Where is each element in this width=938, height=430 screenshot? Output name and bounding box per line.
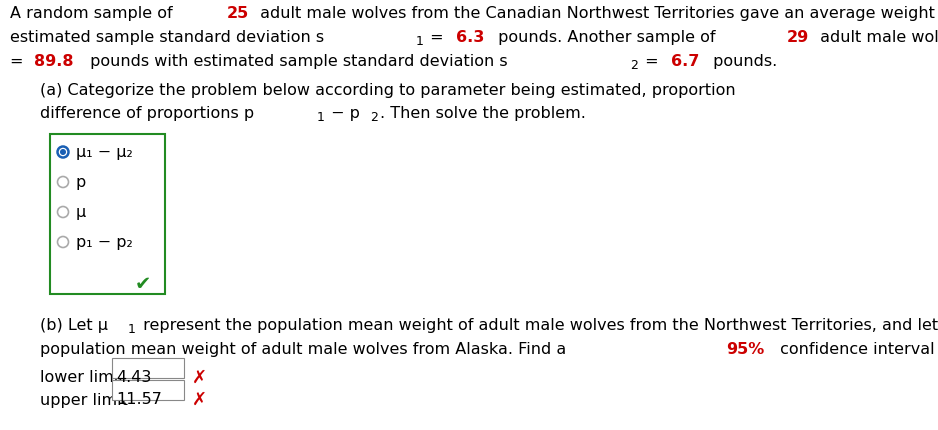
Text: pounds with estimated sample standard deviation s: pounds with estimated sample standard de… [85,54,507,69]
Text: difference of proportions p: difference of proportions p [40,106,254,121]
Text: . Then solve the problem.: . Then solve the problem. [380,106,586,121]
Text: 25: 25 [226,6,249,21]
Text: lower limit: lower limit [40,370,125,384]
Text: p₁ − p₂: p₁ − p₂ [76,235,133,250]
Text: 1: 1 [128,322,136,335]
Text: =: = [426,30,449,45]
Text: =: = [10,54,29,69]
Text: μ₁ − μ₂: μ₁ − μ₂ [76,145,133,160]
FancyBboxPatch shape [50,135,165,294]
Text: 1: 1 [316,111,325,123]
Text: 4.43: 4.43 [116,370,151,384]
Circle shape [57,207,68,218]
Text: adult male wolves from the Canadian Northwest Territories gave an average weight: adult male wolves from the Canadian Nort… [255,6,938,21]
Text: μ: μ [76,205,86,220]
Text: A random sample of: A random sample of [10,6,177,21]
Text: pounds.: pounds. [708,54,777,69]
Text: 6.3: 6.3 [456,30,485,45]
Text: 6.7: 6.7 [671,54,700,69]
Text: p: p [76,175,86,190]
Circle shape [57,147,68,158]
Text: ✗: ✗ [192,368,207,386]
Text: 11.57: 11.57 [116,392,162,406]
Text: upper limit: upper limit [40,392,128,406]
Text: (b) Let μ: (b) Let μ [40,317,108,332]
Text: ✗: ✗ [192,390,207,408]
Text: − p: − p [326,106,360,121]
Text: pounds. Another sample of: pounds. Another sample of [492,30,720,45]
Text: 89.8: 89.8 [34,54,73,69]
Text: 2: 2 [630,59,638,72]
Circle shape [60,150,66,156]
Text: represent the population mean weight of adult male wolves from the Northwest Ter: represent the population mean weight of … [138,317,938,332]
Text: confidence interval for μ: confidence interval for μ [775,341,938,356]
Circle shape [57,237,68,248]
Text: (a) Categorize the problem below according to parameter being estimated, proport: (a) Categorize the problem below accordi… [40,83,741,98]
Text: ✔: ✔ [135,275,151,294]
Text: population mean weight of adult male wolves from Alaska. Find a: population mean weight of adult male wol… [40,341,571,356]
Text: 29: 29 [786,30,809,45]
Text: x: x [815,30,825,45]
Text: adult male wolves from Alaska gave an average weight x: adult male wolves from Alaska gave an av… [815,30,938,45]
Text: 95%: 95% [726,341,764,356]
Text: =: = [641,54,664,69]
Text: 2: 2 [371,111,378,123]
Circle shape [57,177,68,188]
Text: 1: 1 [416,35,423,48]
FancyBboxPatch shape [112,380,184,400]
FancyBboxPatch shape [112,358,184,378]
Text: estimated sample standard deviation s: estimated sample standard deviation s [10,30,325,45]
